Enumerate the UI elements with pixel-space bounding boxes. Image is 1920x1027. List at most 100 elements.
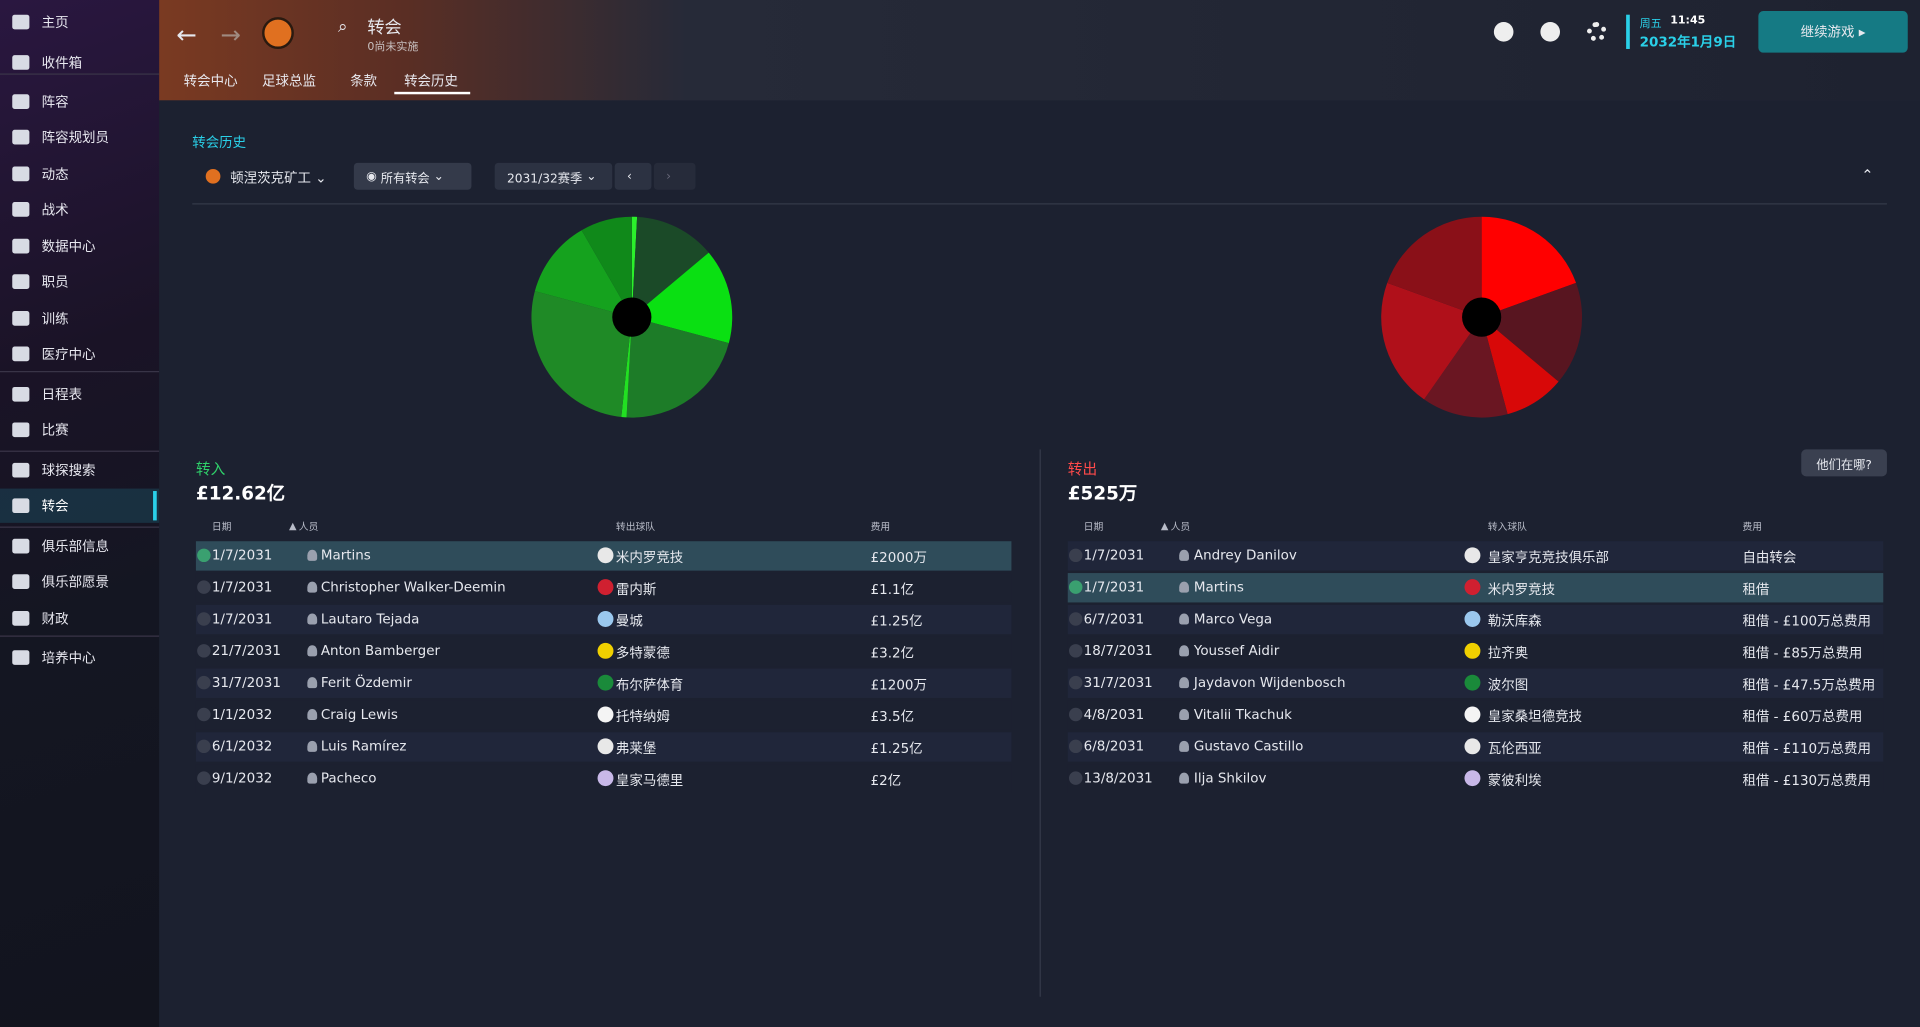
person-icon xyxy=(307,708,318,721)
club-filter[interactable]: 顿涅茨克矿工 ⌄ xyxy=(230,170,327,187)
person-icon xyxy=(1179,708,1189,721)
pie-slice xyxy=(626,317,729,418)
club-badge[interactable] xyxy=(262,17,294,49)
status-dot xyxy=(197,548,211,563)
nav-item[interactable]: 比赛 xyxy=(0,413,159,447)
settings-icon[interactable] xyxy=(1586,22,1607,42)
table-row[interactable]: 9/1/2032 Pacheco 皇家马德里 £2亿 xyxy=(195,764,1012,794)
nav-item[interactable]: 俱乐部愿景 xyxy=(0,564,159,598)
table-row[interactable]: 6/7/2031 Marco Vega 勒沃库森 租借 - £100万总费用 xyxy=(1067,604,1884,635)
club: 米内罗竞技 xyxy=(615,549,684,566)
prev-season[interactable]: ‹ xyxy=(614,162,652,190)
nav-item[interactable]: 阵容 xyxy=(0,84,159,118)
nav-icon xyxy=(12,238,30,254)
person-icon xyxy=(1179,581,1189,593)
person: Anton Bamberger xyxy=(320,642,441,659)
nav-label: 财政 xyxy=(41,611,69,627)
person-icon xyxy=(1179,613,1189,625)
collapse-icon[interactable]: ⌃ xyxy=(1861,166,1874,184)
column-header[interactable]: 转出球队 xyxy=(615,521,656,533)
pie-slice xyxy=(631,252,733,344)
date: 1/1/2032 xyxy=(211,706,273,723)
table-row[interactable]: 6/1/2032 Luis Ramírez 弗莱堡 £1.25亿 xyxy=(195,732,1012,762)
next-season[interactable]: › xyxy=(653,162,696,190)
nav-icon xyxy=(12,14,30,30)
search-icon[interactable]: ⌕ xyxy=(337,17,348,37)
table-row[interactable]: 1/7/2031 Christopher Walker-Deemin 雷内斯 £1.1… xyxy=(195,573,1012,603)
nav-icon xyxy=(12,55,30,70)
nav-item[interactable]: 培养中心 xyxy=(0,640,159,674)
column-header[interactable]: 日期 xyxy=(211,521,232,533)
pie-slice xyxy=(1424,317,1508,418)
fee: 租借 - £130万总费用 xyxy=(1742,772,1871,789)
nav-icon xyxy=(12,498,30,514)
nav-item[interactable]: 财政 xyxy=(0,601,159,635)
column-header[interactable]: 人员 xyxy=(1170,521,1191,533)
table-row[interactable]: 1/7/2031 Martins 米内罗竞技 £2000万 xyxy=(195,541,1012,571)
nav-item[interactable]: 训练 xyxy=(0,301,159,335)
table-row[interactable]: 18/7/2031 Youssef Aidir 拉齐奥 租借 - £85万总费用 xyxy=(1067,636,1884,667)
nav-item[interactable]: 动态 xyxy=(0,157,159,191)
status-dot xyxy=(197,771,211,785)
where-button[interactable]: 他们在哪? xyxy=(1801,449,1887,477)
table-row[interactable]: 13/8/2031 Ilja Shkilov 蒙彼利埃 租借 - £130万总费用 xyxy=(1067,764,1884,794)
nav-item[interactable]: 转会 xyxy=(0,488,160,523)
nav-item[interactable]: 数据中心 xyxy=(0,229,159,263)
table-row[interactable]: 1/7/2031 Lautaro Tejada 曼城 £1.25亿 xyxy=(195,604,1012,635)
tab[interactable]: 足球总监 xyxy=(262,73,316,90)
table-row[interactable]: 31/7/2031 Ferit Özdemir 布尔萨体育 £1200万 xyxy=(195,668,1012,698)
table-row[interactable]: 4/8/2031 Vitalii Tkachuk 皇家桑坦德竞技 租借 - £60万总… xyxy=(1067,700,1884,730)
nav-item[interactable]: 俱乐部信息 xyxy=(0,529,159,563)
fee: £2亿 xyxy=(870,772,902,789)
tab[interactable]: 转会历史 xyxy=(404,73,458,90)
date: 13/8/2031 xyxy=(1083,770,1153,787)
nav-item[interactable]: 主页 xyxy=(0,5,159,39)
help-icon[interactable] xyxy=(1493,22,1514,42)
pie-slice xyxy=(1481,282,1583,382)
column-header[interactable]: 人员 xyxy=(298,521,319,533)
column-header[interactable]: 费用 xyxy=(870,521,891,533)
status-dot xyxy=(197,580,211,594)
back-arrow[interactable]: ← xyxy=(176,19,197,49)
help-icon[interactable] xyxy=(1540,22,1561,42)
status-dot xyxy=(197,612,211,626)
sort-arrow: ▲ xyxy=(288,520,297,532)
person-icon xyxy=(1179,772,1189,784)
view-filter[interactable]: ◉ 所有转会 ⌄ xyxy=(353,162,472,190)
top-bar: ← → ⌕ 转会 0尚未实施 转会中心 足球总监 条款 转会历史 周五 11:45 2… xyxy=(159,0,1920,102)
column-header[interactable]: 费用 xyxy=(1742,521,1763,533)
section-total: £525万 xyxy=(1067,482,1138,505)
nav-item[interactable]: 收件箱 xyxy=(0,45,159,79)
table-row[interactable]: 1/1/2032 Craig Lewis 托特纳姆 £3.5亿 xyxy=(195,700,1012,730)
nav-item[interactable]: 职员 xyxy=(0,264,159,298)
fee: 自由转会 xyxy=(1742,549,1797,566)
nav-item[interactable]: 阵容规划员 xyxy=(0,120,159,154)
table-row[interactable]: 21/7/2031 Anton Bamberger 多特蒙德 £3.2亿 xyxy=(195,636,1012,667)
nav-item[interactable]: 球探搜索 xyxy=(0,453,159,487)
table-row[interactable]: 6/8/2031 Gustavo Castillo 瓦伦西亚 租借 - £110万总费… xyxy=(1067,732,1884,762)
person-icon xyxy=(307,772,318,784)
column-header[interactable]: 转入球队 xyxy=(1487,521,1527,533)
tab[interactable]: 转会中心 xyxy=(183,73,238,90)
nav-icon xyxy=(12,166,30,182)
season-filter[interactable]: 2031/32赛季 ⌄ xyxy=(494,162,613,190)
club-badge xyxy=(1464,674,1481,691)
continue-button[interactable]: 继续游戏 ▸ xyxy=(1758,11,1908,53)
nav-item[interactable]: 战术 xyxy=(0,192,159,226)
table-row[interactable]: 1/7/2031 Andrey Danilov 皇家亨克竞技俱乐部 自由转会 xyxy=(1067,541,1884,571)
club: 托特纳姆 xyxy=(615,708,670,725)
column-header[interactable]: 日期 xyxy=(1083,521,1104,533)
divider xyxy=(1039,449,1041,997)
pie-slice xyxy=(1381,282,1482,400)
tab[interactable]: 条款 xyxy=(350,73,378,90)
forward-arrow[interactable]: → xyxy=(220,19,241,49)
nav-item[interactable]: 医疗中心 xyxy=(0,337,159,371)
table-row[interactable]: 1/7/2031 Martins 米内罗竞技 租借 xyxy=(1067,573,1884,603)
club-badge xyxy=(597,738,614,755)
pie-slice xyxy=(1481,216,1577,318)
nav-item[interactable]: 日程表 xyxy=(0,377,159,411)
club-badge xyxy=(1464,706,1481,723)
table-row[interactable]: 31/7/2031 Jaydavon Wijdenbosch 波尔图 租借 - £47… xyxy=(1067,668,1884,698)
club-badge xyxy=(597,642,614,659)
club-badge xyxy=(597,547,614,564)
